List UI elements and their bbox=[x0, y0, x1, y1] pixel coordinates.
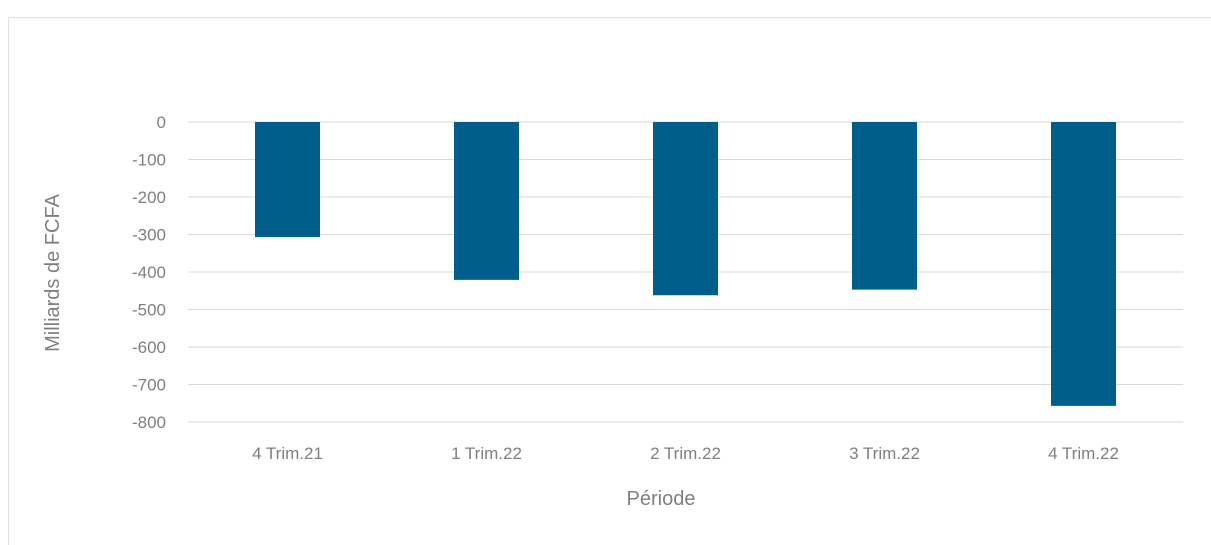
y-tick-label: -600 bbox=[132, 338, 166, 357]
x-tick-label: 3 Trim.22 bbox=[849, 444, 920, 463]
x-tick-label: 1 Trim.22 bbox=[451, 444, 522, 463]
bar bbox=[653, 122, 718, 296]
y-tick-label: 0 bbox=[157, 113, 166, 132]
bar bbox=[255, 122, 320, 238]
x-tick-label: 2 Trim.22 bbox=[650, 444, 721, 463]
bar bbox=[852, 122, 917, 290]
x-axis-title: Période bbox=[627, 488, 696, 510]
chart-frame bbox=[8, 17, 1211, 545]
y-tick-label: -400 bbox=[132, 263, 166, 282]
bar bbox=[1051, 122, 1116, 406]
y-tick-label: -200 bbox=[132, 188, 166, 207]
y-axis-ticks: 0 -100 -200 -300 -400 -500 -600 -700 -800 bbox=[132, 113, 166, 432]
y-axis-title: Milliards de FCFA bbox=[42, 193, 64, 351]
y-tick-label: -100 bbox=[132, 151, 166, 170]
x-tick-label: 4 Trim.21 bbox=[252, 444, 323, 463]
y-tick-label: -700 bbox=[132, 376, 166, 395]
bar bbox=[454, 122, 519, 280]
bars bbox=[255, 122, 1116, 406]
y-tick-label: -800 bbox=[132, 413, 166, 432]
y-tick-label: -500 bbox=[132, 301, 166, 320]
x-tick-label: 4 Trim.22 bbox=[1048, 444, 1119, 463]
x-axis-ticks: 4 Trim.21 1 Trim.22 2 Trim.22 3 Trim.22 4 Tr… bbox=[252, 444, 1119, 463]
y-tick-label: -300 bbox=[132, 226, 166, 245]
